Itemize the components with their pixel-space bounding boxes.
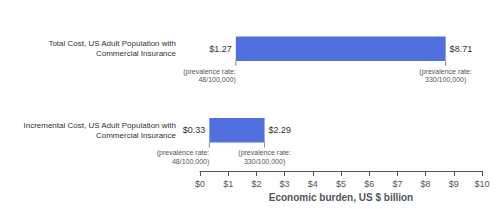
svg-text:(prevalence rate:: (prevalence rate: (157, 149, 210, 157)
svg-text:$1: $1 (223, 179, 233, 189)
svg-text:$3: $3 (280, 179, 290, 189)
svg-text:330/100,000): 330/100,000) (425, 76, 466, 84)
svg-text:$0: $0 (195, 179, 205, 189)
svg-text:(prevalence rate:: (prevalence rate: (183, 68, 236, 76)
svg-text:330/100,000): 330/100,000) (244, 158, 285, 166)
svg-text:$10: $10 (474, 179, 489, 189)
svg-text:$7: $7 (392, 179, 402, 189)
svg-text:(prevalence rate:: (prevalence rate: (419, 68, 472, 76)
svg-text:$2.29: $2.29 (269, 125, 292, 135)
svg-text:48/100,000): 48/100,000) (198, 76, 235, 84)
svg-text:$5: $5 (336, 179, 346, 189)
svg-text:Commercial Insurance: Commercial Insurance (96, 49, 177, 58)
svg-text:$1.27: $1.27 (209, 44, 232, 54)
svg-text:$9: $9 (449, 179, 459, 189)
svg-text:Economic burden, US $ billion: Economic burden, US $ billion (269, 192, 413, 203)
svg-text:$8.71: $8.71 (450, 44, 473, 54)
svg-text:Commercial Insurance: Commercial Insurance (96, 131, 177, 140)
svg-text:48/100,000): 48/100,000) (172, 158, 209, 166)
svg-text:$4: $4 (308, 179, 318, 189)
svg-text:$8: $8 (421, 179, 431, 189)
svg-text:$0.33: $0.33 (183, 125, 206, 135)
svg-text:$2: $2 (251, 179, 261, 189)
svg-text:(prevalence rate:: (prevalence rate: (238, 149, 291, 157)
svg-text:Incremental Cost, US Adult Pop: Incremental Cost, US Adult Population wi… (23, 121, 176, 130)
svg-text:$6: $6 (364, 179, 374, 189)
svg-text:Total Cost, US Adult Populatio: Total Cost, US Adult Population with (48, 39, 176, 48)
